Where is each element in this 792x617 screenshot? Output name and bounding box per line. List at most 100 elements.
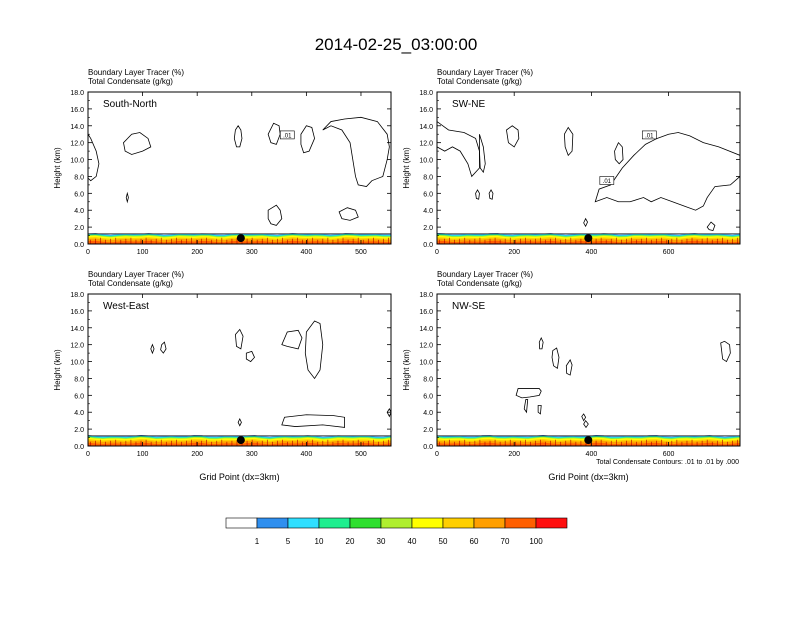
contour-label-box (641, 130, 657, 140)
colorbar-swatch (256, 517, 289, 529)
y-tick-label: 4.0 (74, 208, 84, 215)
condensate-contour (538, 336, 544, 350)
condensate-contour (479, 134, 486, 174)
condensate-contour (245, 350, 255, 363)
x-tick-label: 400 (301, 451, 313, 458)
condensate-contour (150, 343, 155, 355)
condensate-contour (581, 413, 587, 422)
colorbar: 1 5 10 20 30 40 50 60 70 100 (225, 517, 568, 546)
x-tick-label: 200 (191, 249, 203, 256)
condensate-contour (160, 341, 167, 354)
y-tick-label: 8.0 (423, 376, 433, 383)
condensate-contour (475, 189, 480, 200)
panel-subtitle-tracer: Boundary Layer Tracer (%) (437, 270, 533, 279)
y-axis-label: Height (km) (402, 147, 411, 189)
y-tick-label: 4.0 (74, 410, 84, 417)
boundary-layer-band (437, 240, 740, 244)
contour-note: Total Condensate Contours: .01 to .01 by… (596, 459, 739, 466)
location-marker (236, 436, 245, 445)
y-tick-label: 12.0 (70, 141, 84, 148)
y-tick-label: 18.0 (70, 90, 84, 97)
condensate-contour (594, 132, 740, 211)
panel-subtitle-tracer: Boundary Layer Tracer (%) (88, 270, 184, 279)
x-tick-label: 200 (508, 249, 520, 256)
y-axis-label: Height (km) (53, 147, 62, 189)
condensate-contour (565, 358, 573, 376)
colorbar-swatch (380, 517, 413, 529)
colorbar-label: 5 (286, 537, 291, 546)
y-tick-label: 8.0 (423, 174, 433, 181)
y-axis-label: Height (km) (53, 349, 62, 391)
y-tick-label: 14.0 (419, 124, 433, 131)
panel-west-east: Boundary Layer Tracer (%)Total Condensat… (53, 270, 392, 482)
y-tick-label: 6.0 (74, 393, 84, 400)
condensate-contours (88, 116, 390, 226)
boundary-layer-fill (88, 434, 391, 446)
y-tick-label: 12.0 (419, 343, 433, 350)
condensate-contour (386, 408, 391, 418)
y-tick-label: 14.0 (70, 124, 84, 131)
panel-south-north: Boundary Layer Tracer (%)Total Condensat… (53, 68, 392, 256)
x-tick-label: 0 (435, 451, 439, 458)
panel-subtitle-condensate: Total Condensate (g/kg) (437, 77, 522, 86)
y-tick-label: 14.0 (419, 326, 433, 333)
colorbar-swatch (225, 517, 258, 529)
x-tick-label: 400 (301, 249, 313, 256)
x-tick-label: 0 (86, 451, 90, 458)
condensate-contours (150, 320, 391, 428)
y-tick-label: 16.0 (419, 107, 433, 114)
colorbar-swatch (473, 517, 506, 529)
colorbar-label: 100 (529, 537, 543, 546)
condensate-contour (523, 399, 529, 414)
x-tick-label: 300 (246, 451, 258, 458)
y-tick-label: 6.0 (423, 191, 433, 198)
contour-label-box (279, 130, 295, 140)
colorbar-swatch (411, 517, 444, 529)
contour-label: .01 (603, 179, 612, 185)
condensate-contour (506, 125, 520, 148)
boundary-layer-band (88, 442, 391, 446)
x-tick-label: 400 (586, 249, 598, 256)
y-tick-label: 4.0 (423, 208, 433, 215)
colorbar-swatch (287, 517, 320, 529)
condensate-contour (234, 328, 244, 350)
condensate-contour (322, 116, 390, 188)
colorbar-swatch (535, 517, 568, 529)
x-tick-label: 400 (586, 451, 598, 458)
y-tick-label: 4.0 (423, 410, 433, 417)
colorbar-label: 40 (408, 537, 417, 546)
colorbar-label: 1 (255, 537, 260, 546)
y-tick-label: 10.0 (70, 360, 84, 367)
y-tick-label: 18.0 (419, 292, 433, 299)
y-tick-label: 8.0 (74, 376, 84, 383)
condensate-contour (437, 121, 480, 178)
condensate-contour (304, 320, 324, 380)
colorbar-swatch (318, 517, 351, 529)
contour-label: .01 (283, 133, 292, 139)
y-tick-label: 14.0 (70, 326, 84, 333)
condensate-contour (281, 414, 345, 428)
condensate-contours (437, 121, 740, 231)
y-tick-label: 0.0 (74, 242, 84, 249)
location-marker (584, 436, 593, 445)
condensate-contour (720, 340, 731, 363)
condensate-contour (123, 132, 152, 155)
condensate-contour (300, 125, 315, 154)
y-tick-label: 18.0 (419, 90, 433, 97)
y-axis-label: Height (km) (402, 349, 411, 391)
y-tick-label: 6.0 (74, 191, 84, 198)
colorbar-swatch (349, 517, 382, 529)
condensate-contours (515, 336, 731, 429)
colorbar-swatch (504, 517, 537, 529)
panel-frame (87, 293, 392, 447)
panel-frame (436, 91, 741, 245)
x-tick-label: 100 (137, 249, 149, 256)
y-tick-label: 8.0 (74, 174, 84, 181)
colorbar-label: 30 (377, 537, 386, 546)
colorbar-label: 60 (470, 537, 479, 546)
condensate-contour (125, 191, 129, 204)
x-tick-label: 300 (246, 249, 258, 256)
y-tick-label: 16.0 (70, 309, 84, 316)
y-tick-label: 10.0 (419, 158, 433, 165)
